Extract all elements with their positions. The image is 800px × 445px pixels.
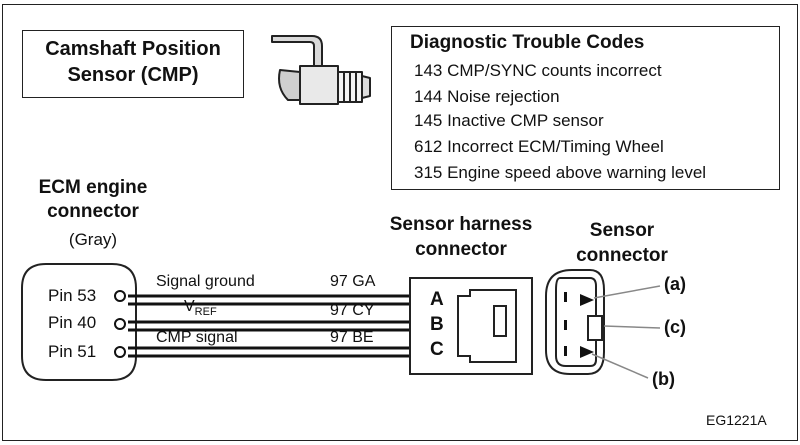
ecm-pin-label: Pin 53 — [48, 286, 97, 305]
wire-code: 97 BE — [330, 329, 374, 346]
ecm-pin-label: Pin 51 — [48, 342, 97, 361]
ecm-pin-label: Pin 40 — [48, 313, 97, 332]
harness-connector-title: Sensor harness connector — [389, 214, 533, 260]
harness-terminal-letter: A — [430, 289, 444, 310]
harness-terminal-letter: B — [430, 314, 444, 335]
diagram-frame — [2, 4, 798, 441]
wire-name-vref: VREF — [184, 298, 217, 319]
callout-label: (c) — [664, 317, 686, 337]
dtc-item: 144 Noise rejection — [414, 87, 560, 106]
dtc-item: 143 CMP/SYNC counts incorrect — [414, 61, 662, 80]
ecm-connector-body — [21, 263, 137, 381]
pin-51-terminal — [114, 346, 126, 358]
dtc-item: 315 Engine speed above warning level — [414, 163, 707, 182]
wire-name-signal-ground: Signal ground — [156, 273, 255, 290]
sensor-connector-tab — [587, 315, 603, 341]
wires — [128, 294, 410, 358]
wire-code: 97 CY — [330, 302, 375, 319]
pin-40-terminal — [114, 318, 126, 330]
sensor-connector-title: Sensor connector — [576, 220, 668, 266]
dtc-heading: Diagnostic Trouble Codes — [410, 32, 645, 53]
ecm-connector-title: ECM engine connector — [38, 177, 148, 222]
sensor-title: Camshaft Position Sensor (CMP) — [45, 38, 221, 86]
figure-id: EG1221A — [706, 412, 767, 428]
dtc-box — [391, 26, 780, 190]
pin-53-terminal — [114, 290, 126, 302]
cmp-sensor-illustration — [271, 35, 371, 105]
title-box — [22, 30, 244, 98]
callout-leaders — [591, 285, 661, 379]
harness-connector-key — [493, 305, 507, 337]
harness-terminal-letter: C — [430, 339, 444, 360]
ecm-connector-subtitle: (Gray) — [68, 230, 118, 249]
dtc-item: 145 Inactive CMP sensor — [414, 111, 604, 130]
dtc-item: 612 Incorrect ECM/Timing Wheel — [414, 137, 664, 156]
harness-connector-latch — [457, 289, 517, 363]
callout-label: (a) — [664, 274, 686, 294]
wire-name-cmp-signal: CMP signal — [156, 329, 238, 346]
sensor-terminals — [564, 292, 594, 358]
callout-label: (b) — [652, 369, 675, 389]
wire-code: 97 GA — [330, 273, 376, 290]
